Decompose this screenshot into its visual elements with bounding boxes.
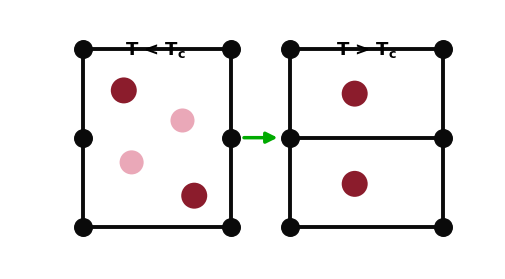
Point <box>227 46 235 51</box>
Point <box>439 225 447 229</box>
Point <box>128 160 136 165</box>
Point <box>79 225 87 229</box>
Point <box>227 135 235 140</box>
Point <box>350 92 359 96</box>
Point <box>190 193 198 198</box>
Point <box>227 225 235 229</box>
Point <box>120 88 128 93</box>
Point <box>439 46 447 51</box>
Point <box>286 135 294 140</box>
Point <box>286 225 294 229</box>
Point <box>286 46 294 51</box>
Point <box>439 135 447 140</box>
Point <box>79 135 87 140</box>
Point <box>178 118 186 123</box>
Point <box>79 46 87 51</box>
Text: T > T$_\mathbf{c}$: T > T$_\mathbf{c}$ <box>336 40 397 60</box>
Point <box>350 182 359 186</box>
Text: T < T$_\mathbf{c}$: T < T$_\mathbf{c}$ <box>125 40 185 60</box>
